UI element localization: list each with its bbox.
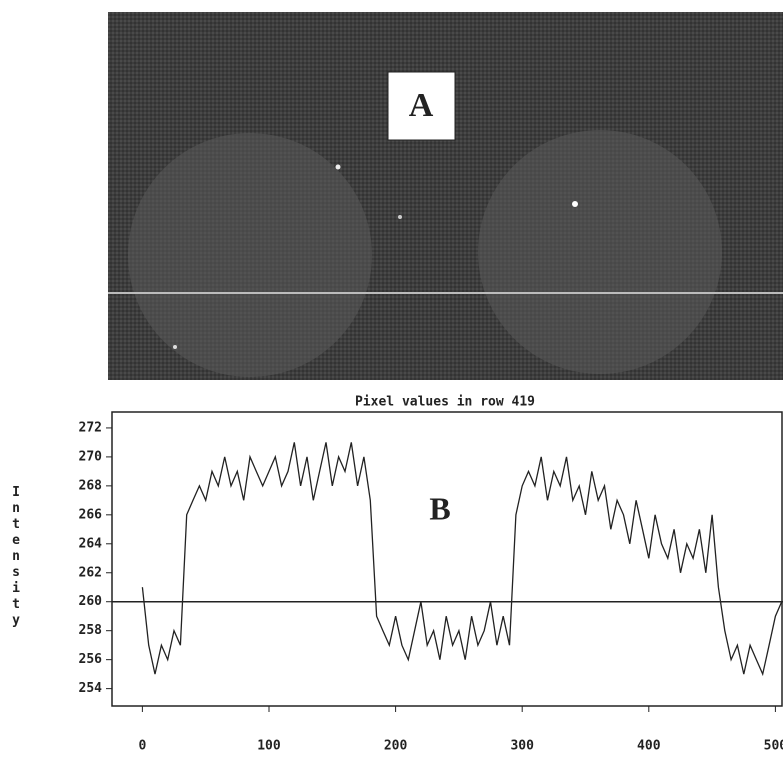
speck	[335, 164, 341, 170]
chart-title: Pixel values in row 419	[355, 395, 535, 410]
y-axis-label: Intensity	[9, 485, 24, 629]
plot-frame	[111, 411, 783, 707]
y-tick-label: 268	[79, 478, 103, 493]
y-tick-label: 256	[79, 652, 103, 667]
speck	[173, 345, 177, 349]
y-tick-label: 264	[79, 536, 103, 551]
panel-a-image: A	[108, 12, 783, 380]
x-tick-label: 500	[764, 739, 783, 754]
speck	[572, 201, 578, 207]
y-tick-label: 270	[79, 449, 103, 464]
y-tick-label: 254	[79, 681, 103, 696]
well	[478, 130, 722, 374]
data-line	[141, 442, 783, 677]
y-tick-label: 272	[79, 420, 102, 435]
y-tick-label: 258	[79, 623, 103, 638]
speck	[398, 215, 402, 219]
y-tick-label: 262	[79, 565, 102, 580]
label-box	[387, 71, 456, 141]
x-tick-label: 300	[510, 739, 534, 754]
x-tick-label: 0	[138, 739, 146, 754]
panel-label: B	[429, 490, 450, 526]
panel-label: A	[409, 87, 434, 124]
x-tick-label: 400	[637, 739, 661, 754]
x-tick-label: 200	[384, 739, 408, 754]
y-tick-label: 260	[79, 594, 103, 609]
x-tick-label: 100	[257, 739, 281, 754]
y-tick-label: 266	[79, 507, 103, 522]
well	[128, 133, 372, 377]
